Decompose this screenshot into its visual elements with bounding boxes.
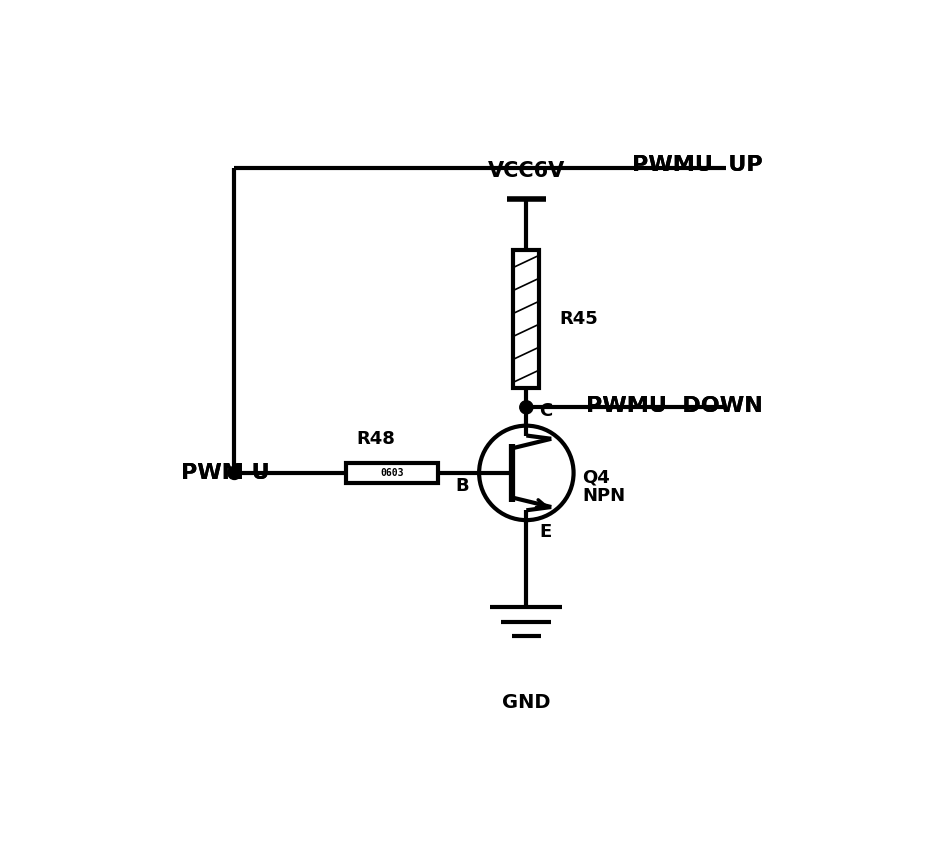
Text: C: C: [539, 402, 553, 420]
Circle shape: [228, 466, 241, 480]
Text: R45: R45: [560, 310, 598, 328]
Text: PWMU  DOWN: PWMU DOWN: [586, 396, 762, 416]
Text: PWM U: PWM U: [181, 463, 269, 483]
Text: PWMU  DOWN: PWMU DOWN: [586, 396, 762, 416]
Circle shape: [519, 400, 533, 414]
Text: E: E: [539, 523, 552, 541]
Text: 0603: 0603: [380, 468, 404, 478]
Bar: [513, 250, 539, 388]
Bar: [346, 463, 438, 483]
Text: NPN: NPN: [582, 486, 626, 505]
Text: GND: GND: [502, 693, 550, 711]
Text: PWMU  UP: PWMU UP: [632, 154, 762, 175]
Text: Q4: Q4: [582, 469, 610, 486]
Text: VCC6V: VCC6V: [488, 161, 565, 181]
Text: PWMU  UP: PWMU UP: [632, 154, 762, 175]
Text: PWM U: PWM U: [181, 463, 269, 483]
Text: B: B: [455, 477, 469, 495]
Text: R48: R48: [356, 430, 395, 448]
